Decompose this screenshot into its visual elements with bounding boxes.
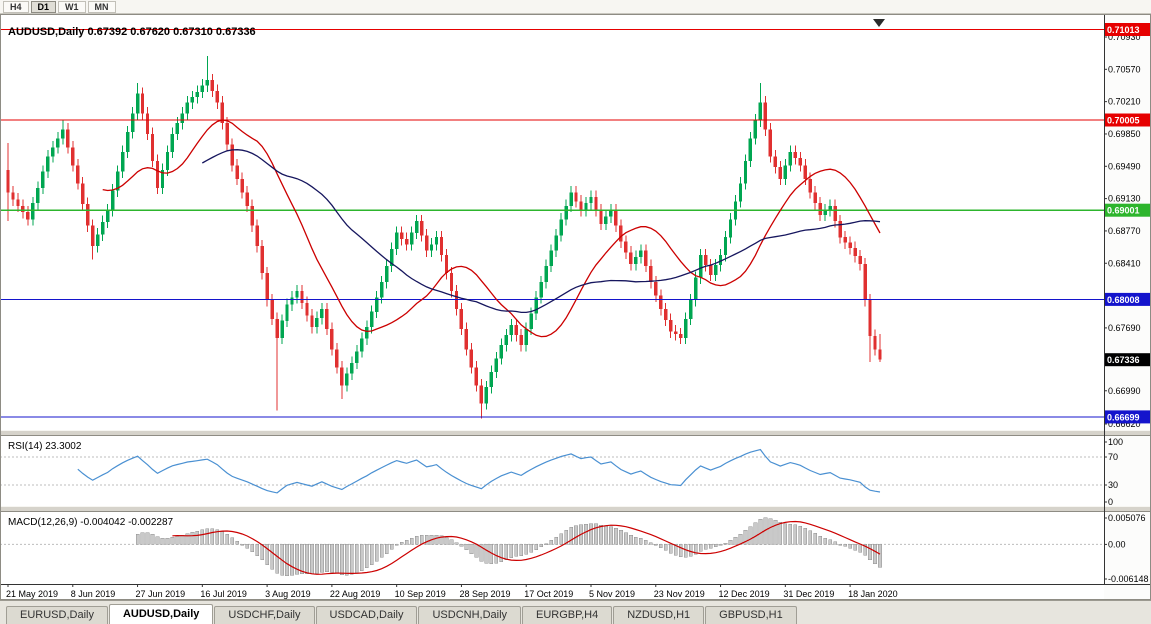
- svg-text:0.69130: 0.69130: [1108, 194, 1141, 204]
- chart-tab-eurusd-daily[interactable]: EURUSD,Daily: [6, 606, 108, 624]
- svg-text:0.68770: 0.68770: [1108, 226, 1141, 236]
- pane-divider[interactable]: [0, 506, 1151, 512]
- svg-text:12 Dec 2019: 12 Dec 2019: [719, 589, 770, 599]
- svg-text:-0.006148: -0.006148: [1108, 574, 1149, 584]
- svg-text:0.00: 0.00: [1108, 539, 1126, 549]
- period-button-mn[interactable]: MN: [87, 0, 116, 13]
- rsi-label: RSI(14) 23.3002: [8, 441, 82, 452]
- rsi-line: [77, 448, 881, 494]
- price-scale[interactable]: 0.70930 0.70570 0.70210 0.69850 0.69490 0.691…: [1104, 14, 1151, 584]
- svg-text:30: 30: [1108, 480, 1118, 490]
- svg-text:0: 0: [1108, 497, 1113, 507]
- svg-text:17 Oct 2019: 17 Oct 2019: [524, 589, 573, 599]
- price-scale-background[interactable]: [1104, 14, 1151, 600]
- ma-40-line: [201, 149, 881, 314]
- svg-text:31 Dec 2019: 31 Dec 2019: [783, 589, 834, 599]
- macd-signal-line: [172, 520, 881, 575]
- svg-text:0.71013: 0.71013: [1107, 25, 1140, 35]
- svg-text:0.69001: 0.69001: [1107, 206, 1140, 216]
- svg-text:0.70930: 0.70930: [1108, 32, 1141, 42]
- svg-text:0.67336: 0.67336: [1107, 355, 1140, 365]
- macd-label: MACD(12,26,9) -0.004042 -0.002287: [8, 517, 174, 528]
- svg-text:0.67690: 0.67690: [1108, 323, 1141, 333]
- price-chart[interactable]: 21 May 2019 8 Jun 2019 27 Jun 2019 16 Jul 2…: [0, 14, 1151, 600]
- svg-text:0.66699: 0.66699: [1107, 412, 1140, 422]
- price-label-0.67336: 0.67336: [1105, 353, 1151, 367]
- svg-text:23 Nov 2019: 23 Nov 2019: [654, 589, 705, 599]
- chart-tab-usdcad-daily[interactable]: USDCAD,Daily: [315, 606, 418, 624]
- svg-text:0.70570: 0.70570: [1108, 64, 1141, 74]
- svg-text:28 Sep 2019: 28 Sep 2019: [459, 589, 510, 599]
- svg-text:100: 100: [1108, 437, 1123, 447]
- chart-tab-eurgbp-h4[interactable]: EURGBP,H4: [522, 606, 613, 624]
- chart-tab-bar: EURUSD,Daily AUDUSD,Daily USDCHF,Daily USDC…: [0, 600, 1151, 624]
- price-label-0.71013: 0.71013: [1105, 23, 1151, 36]
- chart-title: AUDUSD,Daily 0.67392 0.67620 0.67310 0.6…: [8, 26, 256, 38]
- macd-histogram: [135, 517, 882, 576]
- svg-text:22 Aug 2019: 22 Aug 2019: [330, 589, 381, 599]
- svg-text:0.66620: 0.66620: [1108, 419, 1141, 429]
- period-button-d1[interactable]: D1: [30, 0, 57, 13]
- chart-background: [0, 14, 1151, 600]
- svg-text:0.68410: 0.68410: [1108, 258, 1141, 268]
- candles-layer: [6, 55, 882, 419]
- chart-tab-gbpusd-h1[interactable]: GBPUSD,H1: [705, 606, 797, 624]
- period-button-h4[interactable]: H4: [3, 0, 29, 13]
- svg-text:27 Jun 2019: 27 Jun 2019: [136, 589, 186, 599]
- time-scale[interactable]: 21 May 2019 8 Jun 2019 27 Jun 2019 16 Jul 2…: [0, 584, 1151, 599]
- period-button-w1[interactable]: W1: [58, 0, 86, 13]
- svg-text:0.70210: 0.70210: [1108, 97, 1141, 107]
- svg-text:21 May 2019: 21 May 2019: [6, 589, 58, 599]
- svg-text:3 Aug 2019: 3 Aug 2019: [265, 589, 311, 599]
- chart-tab-audusd-daily[interactable]: AUDUSD,Daily: [108, 604, 214, 624]
- svg-text:0.70005: 0.70005: [1107, 116, 1140, 126]
- svg-text:0.005076: 0.005076: [1108, 513, 1146, 523]
- chart-tab-usdcnh-daily[interactable]: USDCNH,Daily: [418, 606, 522, 624]
- svg-text:8 Jun 2019: 8 Jun 2019: [71, 589, 116, 599]
- pane-divider[interactable]: [0, 430, 1151, 436]
- chart-tab-usdchf-daily[interactable]: USDCHF,Daily: [214, 606, 315, 624]
- svg-text:10 Sep 2019: 10 Sep 2019: [395, 589, 446, 599]
- svg-text:18 Jan 2020: 18 Jan 2020: [848, 589, 898, 599]
- price-label-0.68008: 0.68008: [1105, 292, 1151, 306]
- svg-text:70: 70: [1108, 452, 1118, 462]
- period-toolbar: H4 D1 W1 MN: [0, 0, 1151, 14]
- price-label-0.70005: 0.70005: [1105, 113, 1151, 127]
- svg-text:0.66990: 0.66990: [1108, 386, 1141, 396]
- svg-text:5 Nov 2019: 5 Nov 2019: [589, 589, 635, 599]
- svg-text:0.69850: 0.69850: [1108, 129, 1141, 139]
- price-label-0.69001: 0.69001: [1105, 203, 1151, 217]
- chart-tab-nzdusd-h1[interactable]: NZDUSD,H1: [613, 606, 705, 624]
- chart-shift-marker[interactable]: [873, 19, 885, 27]
- svg-text:16 Jul 2019: 16 Jul 2019: [200, 589, 247, 599]
- ma-20-line: [102, 119, 881, 338]
- svg-text:0.68008: 0.68008: [1107, 295, 1140, 305]
- svg-text:0.69490: 0.69490: [1108, 161, 1141, 171]
- price-label-0.66699: 0.66699: [1105, 410, 1151, 424]
